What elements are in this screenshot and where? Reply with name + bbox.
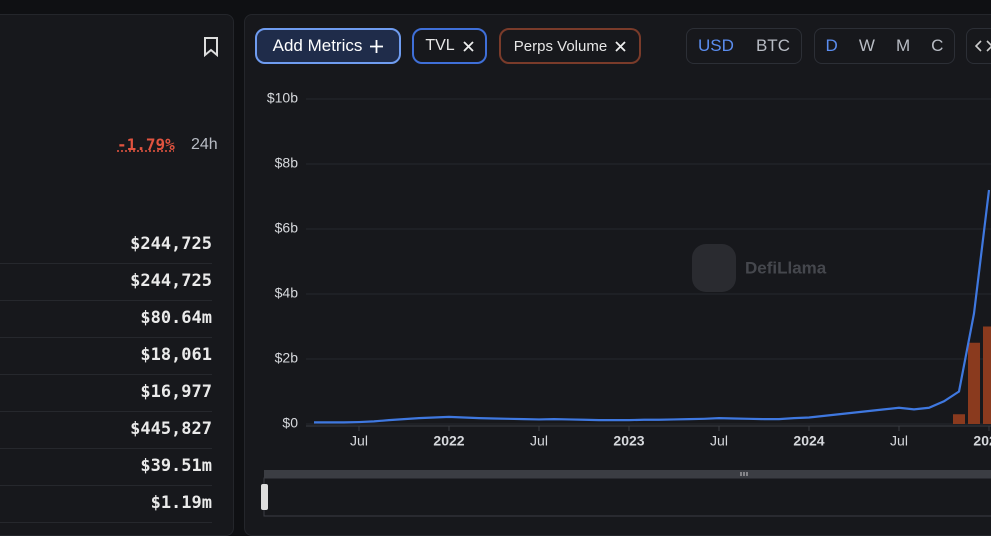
line xyxy=(314,189,991,424)
y-tick-label: $8b xyxy=(275,155,299,171)
sidebar: -1.79% 24h $244,725 $244,725 $80.64m $18,06… xyxy=(0,14,234,536)
change: -1.79% xyxy=(117,135,175,154)
interval-option[interactable]: D xyxy=(825,36,838,55)
bar xyxy=(953,414,965,424)
stat-value: $244,725 xyxy=(0,263,212,301)
currency-option[interactable]: BTC xyxy=(755,36,790,55)
interval-option[interactable]: W xyxy=(858,36,875,55)
close-icon[interactable] xyxy=(615,40,626,52)
brush-grip xyxy=(740,472,748,476)
plus-icon xyxy=(370,39,384,53)
metric-label: TVL xyxy=(425,37,455,54)
y-tick-label: $2b xyxy=(275,350,299,366)
x-tick-label: Jul xyxy=(710,433,728,449)
brush-handle[interactable] xyxy=(261,484,268,510)
add-metrics-button[interactable]: Add Metrics xyxy=(255,28,401,64)
period: 24h xyxy=(191,136,218,153)
watermark-text: DefiLlama xyxy=(745,258,827,277)
interval-option[interactable]: C xyxy=(931,36,944,55)
embed-button[interactable] xyxy=(966,28,991,64)
bookmark-icon[interactable] xyxy=(203,37,219,57)
page: DefiLlama chart {"sidebar": {"change": "… xyxy=(0,14,991,536)
watermark-logo xyxy=(692,244,736,292)
chart: $0 $2b $4b $6b $8b $10b Jul 2022 Jul 2023 Jul 2024 J… xyxy=(261,90,991,517)
chart-panel xyxy=(244,14,991,536)
stat-value: $18,061 xyxy=(0,337,212,375)
x-tick-label: 2022 xyxy=(433,433,464,449)
brush-area[interactable] xyxy=(263,477,991,517)
y-tick-label: $6b xyxy=(275,220,299,236)
stat-value: $1.19m xyxy=(0,485,212,523)
y-tick-label: $4b xyxy=(275,285,299,301)
x-tick-label: Jul xyxy=(530,433,548,449)
interval-option[interactable]: M xyxy=(895,36,911,55)
x-tick-label: 2023 xyxy=(613,433,644,449)
y-tick-label: $10b xyxy=(267,90,298,106)
body: -1.79% 24h $244,725 $244,725 $80.64m $18,06… xyxy=(0,14,991,536)
stat-value: $16,977 xyxy=(0,374,212,412)
code-icon xyxy=(975,40,991,52)
x-tick-label: 2024 xyxy=(793,433,824,449)
stat-value: $445,827 xyxy=(0,411,212,449)
watermark: DefiLlama xyxy=(692,244,827,292)
interval-toggle: D W M C xyxy=(814,28,955,64)
bar xyxy=(968,342,980,424)
currency-toggle: USD BTC xyxy=(686,28,802,64)
bar xyxy=(983,326,991,424)
brush-track[interactable] xyxy=(264,470,991,478)
metric-pill[interactable]: TVL xyxy=(412,28,487,64)
y-tick-label: $0 xyxy=(282,415,298,431)
stat-value: $80.64m xyxy=(0,300,212,338)
currency-option[interactable]: USD xyxy=(698,36,734,55)
x-tick-label: 2025 xyxy=(973,433,991,449)
stat-value: $244,725 xyxy=(0,226,212,264)
metric-pill[interactable]: Perps Volume xyxy=(499,28,641,64)
metric-label: Perps Volume xyxy=(513,37,608,55)
stat-value: $39.51m xyxy=(0,448,212,486)
add-metrics-label: Add Metrics xyxy=(272,36,363,55)
x-tick-label: Jul xyxy=(350,433,368,449)
close-icon[interactable] xyxy=(463,40,474,52)
x-tick-label: Jul xyxy=(890,433,908,449)
